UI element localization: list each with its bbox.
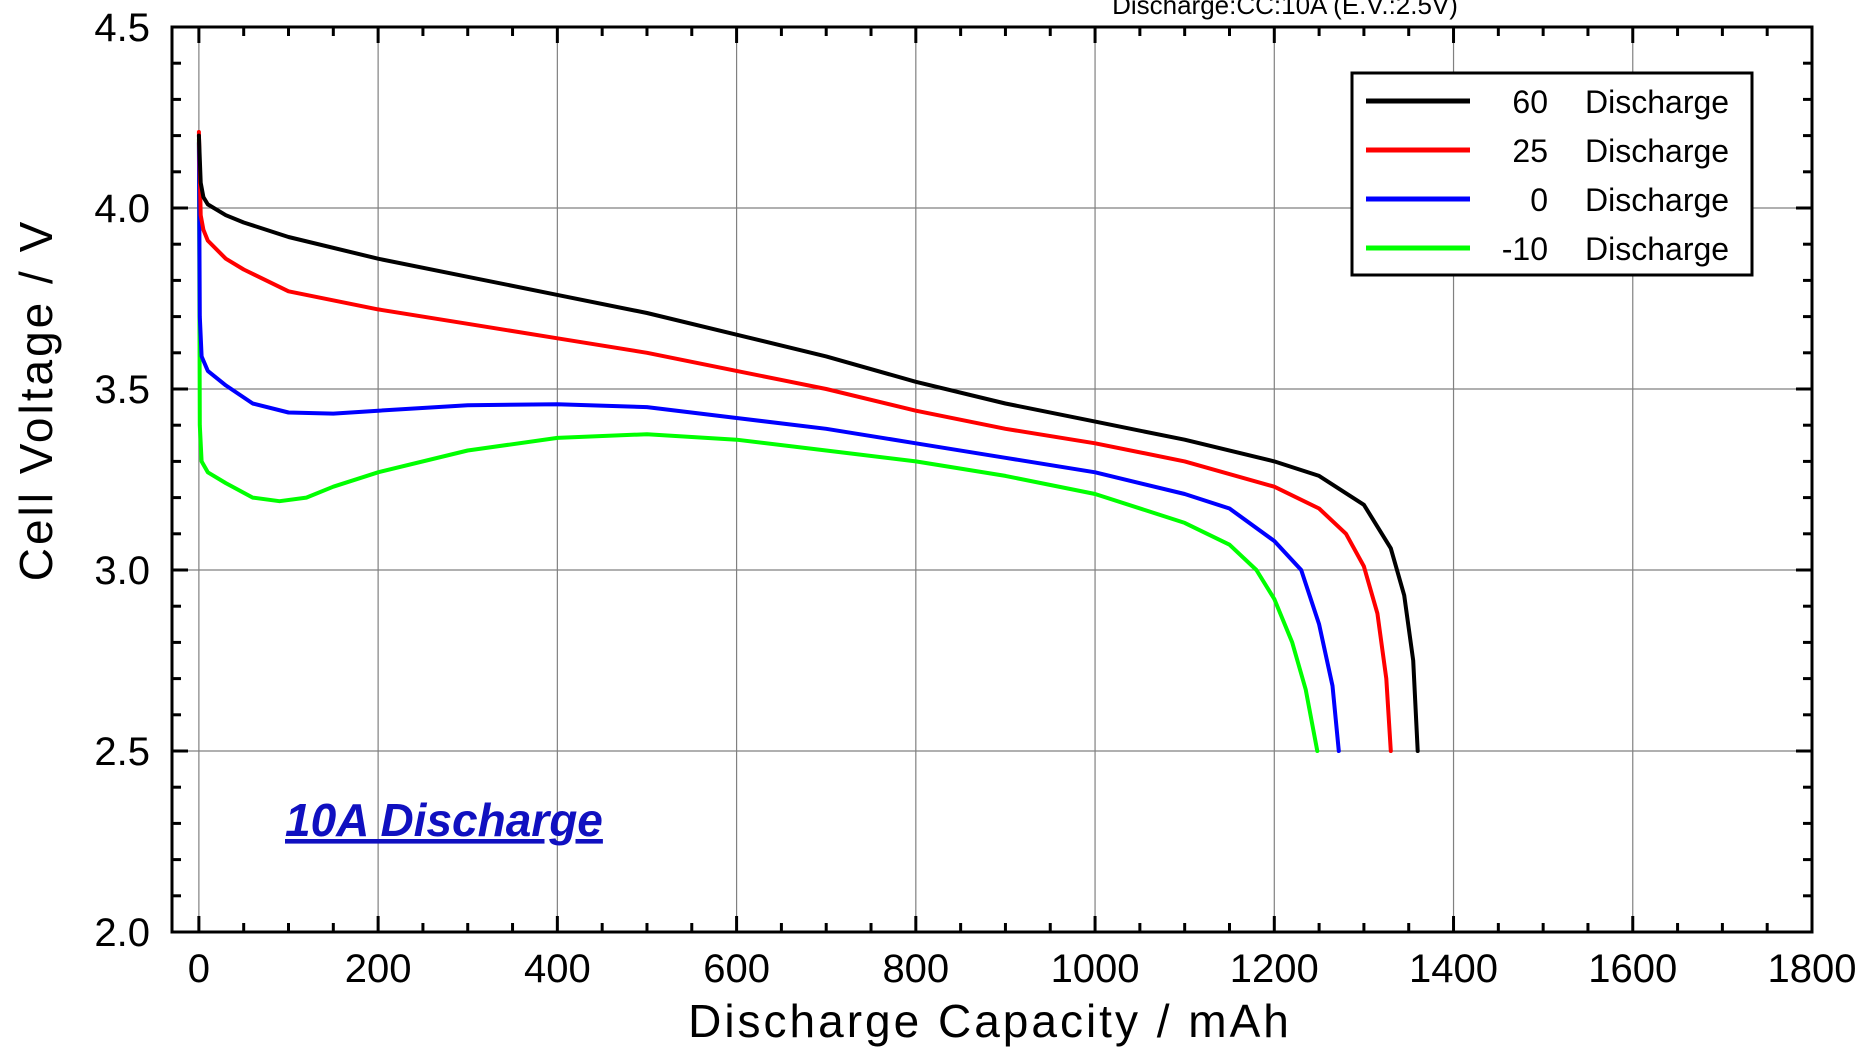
x-tick-label: 0 [188, 947, 210, 991]
series-line-25 [196, 130, 1393, 753]
x-tick-label: 1000 [1051, 947, 1140, 991]
chart-top-note: Discharge:CC:10A (E.V.:2.5V) [1112, 0, 1458, 20]
legend-series-label: Discharge [1585, 182, 1729, 218]
legend: 60 Discharge 25 Discharge 0 Discharge -10 Disch… [1350, 71, 1754, 277]
y-tick-label: 3.5 [94, 368, 150, 412]
x-tick-label: 400 [524, 947, 591, 991]
axis-ticks [172, 25, 1814, 934]
legend-series-label: Discharge [1585, 84, 1729, 120]
x-tick-label: 600 [703, 947, 770, 991]
y-tick-label: 2.5 [94, 730, 150, 774]
legend-box [1350, 71, 1754, 277]
y-tick-labels: 2.0 2.5 3.0 3.5 4.0 4.5 [94, 6, 150, 955]
x-tick-label: 800 [882, 947, 949, 991]
y-axis-title: Cell Voltage / V [10, 219, 62, 582]
legend-series-name: 60 [1512, 84, 1548, 120]
x-tick-label: 200 [345, 947, 412, 991]
plot-frame [170, 25, 1814, 934]
series-line-60 [196, 133, 1420, 753]
series-line-minus10 [196, 137, 1320, 753]
y-tick-label: 3.0 [94, 549, 150, 593]
legend-series-name: 25 [1512, 133, 1548, 169]
y-tick-label: 4.0 [94, 187, 150, 231]
x-tick-label: 1200 [1230, 947, 1319, 991]
x-tick-label: 1600 [1588, 947, 1677, 991]
series-lines [196, 130, 1420, 753]
y-tick-label: 2.0 [94, 911, 150, 955]
annotation-10a-discharge: 10A Discharge [285, 794, 603, 846]
x-tick-label: 1400 [1409, 947, 1498, 991]
legend-series-label: Discharge [1585, 231, 1729, 267]
legend-series-name: -10 [1502, 231, 1548, 267]
legend-series-name: 0 [1530, 182, 1548, 218]
series-line-0 [196, 140, 1341, 753]
y-tick-label: 4.5 [94, 6, 150, 50]
x-tick-labels: 0 200 400 600 800 1000 1200 1400 1600 1800 [188, 947, 1857, 991]
legend-series-label: Discharge [1585, 133, 1729, 169]
x-tick-label: 1800 [1768, 947, 1857, 991]
x-axis-title: Discharge Capacity / mAh [688, 995, 1292, 1047]
